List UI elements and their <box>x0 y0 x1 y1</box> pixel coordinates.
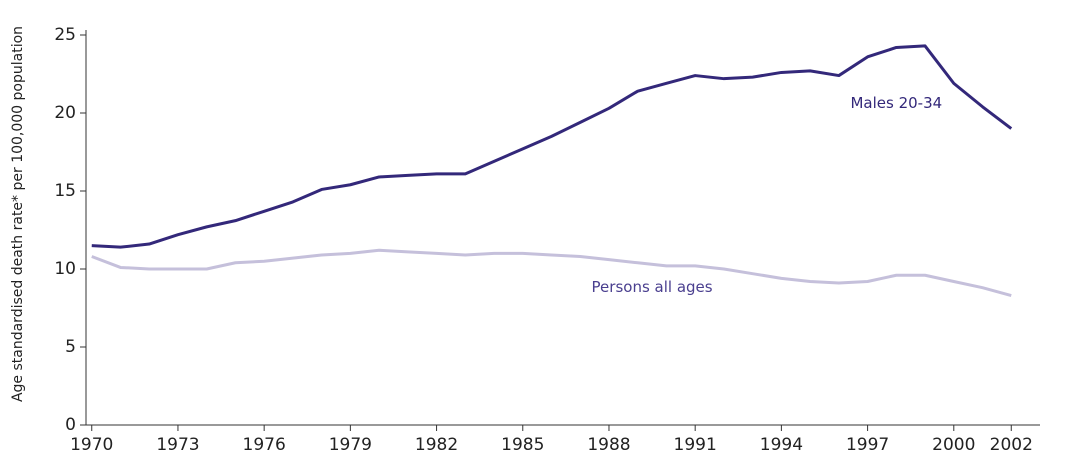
y-axis-label: Age standardised death rate* per 100,000… <box>10 26 26 402</box>
x-tick-label: 1985 <box>501 435 544 455</box>
x-tick-label: 1976 <box>243 435 286 455</box>
x-tick-label: 1988 <box>587 435 630 455</box>
y-tick-label: 0 <box>65 415 76 435</box>
y-tick-label: 25 <box>54 25 76 45</box>
x-tick-label: 1991 <box>674 435 717 455</box>
line-series <box>91 248 1012 297</box>
line-series <box>91 44 1013 249</box>
annotation: Males 20-34 <box>850 94 942 112</box>
y-tick-label: 20 <box>54 103 76 123</box>
y-tick-label: 10 <box>54 259 76 279</box>
y-tick-label: 15 <box>54 181 76 201</box>
annotation: Persons all ages <box>592 278 713 296</box>
x-tick-label: 2000 <box>932 435 975 455</box>
x-tick-label: 1994 <box>760 435 803 455</box>
x-tick-label: 1997 <box>846 435 889 455</box>
x-tick-label: 1970 <box>70 435 113 455</box>
x-tick-label: 1979 <box>329 435 372 455</box>
x-tick-label: 2002 <box>990 435 1033 455</box>
y-tick-label: 5 <box>65 337 76 357</box>
x-tick-label: 1982 <box>415 435 458 455</box>
x-tick-label: 1973 <box>156 435 199 455</box>
